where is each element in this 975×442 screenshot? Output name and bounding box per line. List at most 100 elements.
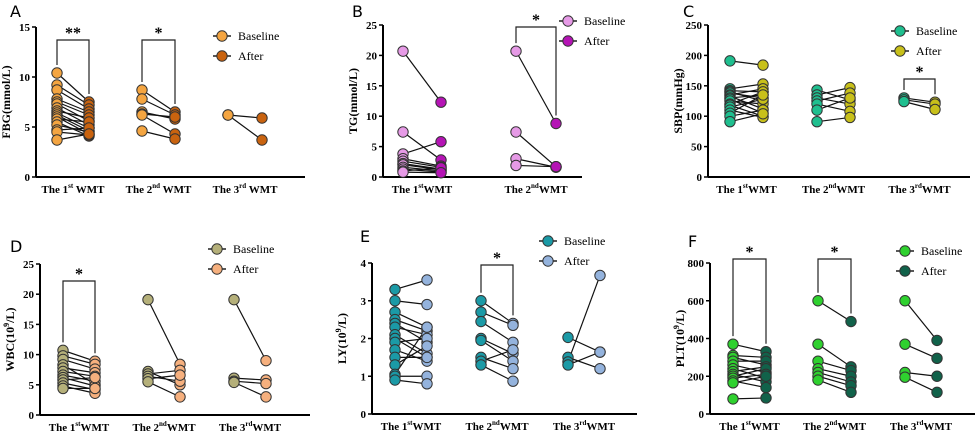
pair-line [402,131,442,161]
x-label-text: The 2 [803,421,830,433]
pair-line [904,300,938,341]
legend-label: After [921,264,946,278]
panel-letter: F [688,232,697,251]
baseline-point [724,115,736,128]
after-point [507,363,519,375]
x-label-text: The 3 [890,421,917,433]
pair-line [817,375,852,387]
x-label-sup: st [68,182,74,190]
legend-marker [211,263,223,275]
x-label-text: WMT [412,421,441,433]
y-tick-label: 10 [366,111,378,123]
baseline-point [811,115,823,128]
after-point [844,111,856,124]
significance-marker: * [155,25,163,42]
x-label-text: The 1 [392,184,419,196]
after-point [931,352,943,365]
after-point [757,108,769,120]
panel-letter: C [683,2,694,21]
legend-marker [899,265,911,277]
y-tick-label: 10 [23,350,35,362]
baseline-point [727,377,739,389]
x-category-label: The 1st WMT [42,182,106,196]
x-label-text: The 3 [213,184,240,196]
pair-line [480,300,514,324]
pair-line [515,131,557,168]
baseline-point [812,295,824,307]
legend-marker [542,255,554,267]
y-tick-label: 0 [697,172,703,184]
pair-line [56,72,90,103]
pair-line [480,321,514,343]
y-label-text: /L) [3,307,17,323]
pair-line [480,364,514,382]
y-label-sup: 9 [672,325,681,329]
x-label-text: The 3 [553,421,580,433]
baseline-point [475,315,487,328]
baseline-point [51,67,63,79]
y-label-text: PLT(10 [673,329,687,367]
x-category-label: The 2ndWMT [465,419,529,433]
y-tick-label: 25 [366,20,378,32]
after-point [760,381,772,394]
x-label-text: WMT [836,184,865,196]
x-label-text: The 1 [42,184,69,196]
significance-marker: * [75,266,83,283]
x-label-text: The 1 [719,421,746,433]
significance-marker: * [831,244,839,261]
pair-line [141,114,176,135]
pair-line [904,376,938,393]
baseline-point [562,331,574,344]
after-point [931,334,943,347]
x-label-sup: rd [239,182,246,190]
pair-line [402,167,442,172]
x-label-text: WMT [923,421,952,433]
after-point [421,351,433,364]
pair-line [394,345,428,366]
x-label-text: The 2 [465,421,492,433]
legend-label: Baseline [916,24,957,38]
after-point [89,371,101,384]
y-tick-label: 15 [23,319,35,331]
pair-line [817,379,852,393]
after-point [174,391,186,403]
baseline-point [389,283,401,296]
baseline-point [397,45,409,57]
pair-line [402,160,442,168]
after-point [929,103,941,116]
baseline-point [228,293,240,306]
significance-bracket [56,39,90,94]
baseline-point [475,306,487,318]
baseline-point [142,376,154,388]
y-tick-label: 5 [25,122,31,134]
y-tick-label: 0 [25,172,31,184]
after-point [421,321,433,333]
y-tick-label: 5 [372,142,378,154]
baseline-point [142,293,154,306]
legend-label: Baseline [584,14,625,28]
significance-bracket [732,258,767,344]
baseline-point [475,295,487,307]
baseline-point [899,295,911,307]
after-point [260,354,272,367]
after-point [421,298,433,311]
baseline-point [475,359,487,371]
pair-line [394,311,428,328]
legend-label: After [584,34,609,48]
baseline-point [510,126,522,138]
x-label-sup: st [75,420,81,428]
after-point [931,386,943,398]
x-label-sup: nd [159,420,167,428]
y-axis-label: LY(109/L) [334,313,349,364]
baseline-point [724,55,736,67]
y-tick-label: 15 [366,81,378,93]
pair-line [515,164,557,168]
x-label-text: The 1 [716,184,743,196]
y-tick-label: 10 [19,72,31,84]
x-label-text: WMT [160,184,192,196]
y-tick-label: 100 [686,111,703,123]
